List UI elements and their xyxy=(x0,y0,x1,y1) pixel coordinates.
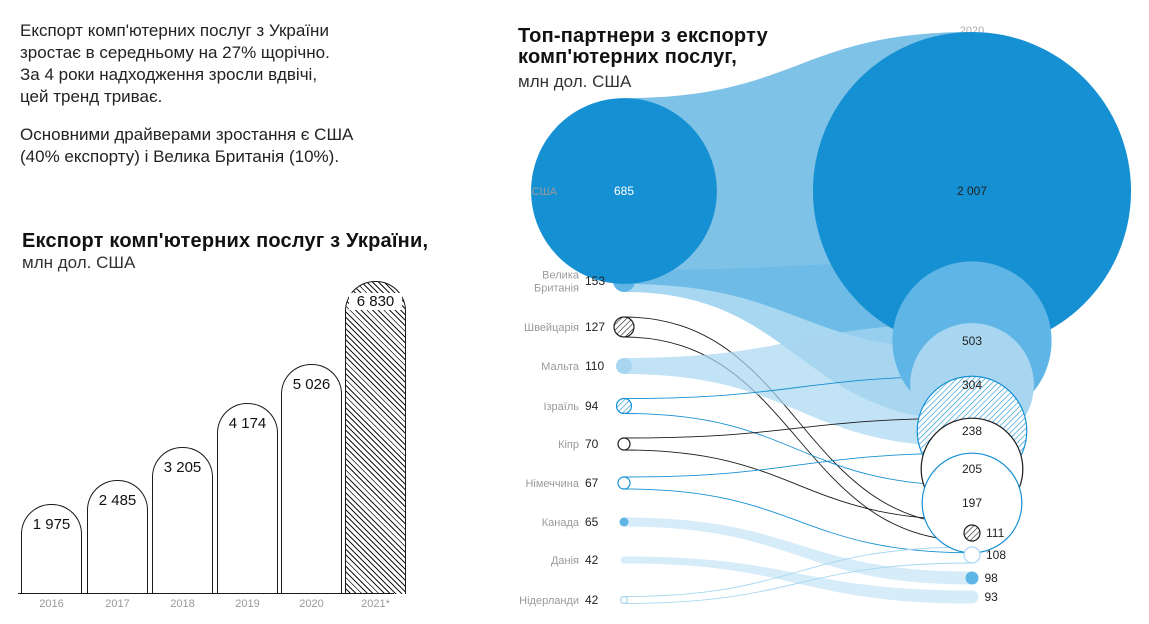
bubble-2016-0 xyxy=(531,98,717,284)
value-2020-label: 304 xyxy=(962,378,982,392)
country-label: США xyxy=(532,186,558,198)
value-2016-label: 127 xyxy=(585,320,605,334)
value-2016-label: 685 xyxy=(614,184,634,198)
value-2020-label: 111 xyxy=(986,526,1005,540)
bar-value-label: 4 174 xyxy=(228,414,267,432)
country-label: Німеччина xyxy=(525,478,579,490)
value-2020-label: 108 xyxy=(986,548,1006,562)
flow-edge-9 xyxy=(623,546,973,597)
bar-chart-title-unit: млн дол. США xyxy=(22,253,136,272)
bar-2020: 5 026 xyxy=(281,363,342,594)
bar-chart-title-bold: Експорт комп'ютерних послуг з України, xyxy=(22,230,429,252)
flow-edge-4 xyxy=(623,413,973,487)
bubble-2020-7 xyxy=(965,571,979,585)
bubble-2016-7 xyxy=(619,517,629,527)
bar-value-label: 2 485 xyxy=(98,492,137,510)
intro-paragraph-1: Експорт комп'ютерних послуг з України зр… xyxy=(20,21,330,106)
country-label: Велика Британія xyxy=(534,270,580,295)
year-label-2020: 2020 xyxy=(299,598,324,610)
value-2016-label: 42 xyxy=(585,593,599,607)
bar-2016: 1 975 xyxy=(21,503,82,594)
bubble-2020-8 xyxy=(965,590,979,604)
country-label: Швейцарія xyxy=(524,322,579,334)
value-2020-label: 197 xyxy=(962,496,982,510)
intro-paragraph-2: Основними драйверами зростання є США (40… xyxy=(20,125,354,166)
value-2016-label: 70 xyxy=(585,437,599,451)
bar-value-label: 6 830 xyxy=(349,293,402,310)
bar-2019: 4 174 xyxy=(217,402,278,594)
country-label: Данія xyxy=(551,555,579,567)
bar-2018: 3 205 xyxy=(152,447,213,594)
value-2020-label: 98 xyxy=(985,571,999,585)
bubble-2020-2 xyxy=(963,524,981,542)
flow-edge-9 xyxy=(623,562,973,604)
flow-band-3 xyxy=(624,323,972,447)
bubble-2016-8 xyxy=(620,556,628,564)
bar-value-label: 5 026 xyxy=(292,375,331,393)
flow-chart-title-unit: млн дол. США xyxy=(518,72,632,91)
bubble-2016-3 xyxy=(616,358,632,374)
flow-chart-title: Топ-партнери з експорту комп'ютерних пос… xyxy=(518,26,878,92)
value-2016-label: 65 xyxy=(585,515,599,529)
bubble-2016-9 xyxy=(619,595,629,605)
bar-baseline xyxy=(18,593,394,594)
bar-value-label: 3 205 xyxy=(163,459,202,477)
year-label-2021*: 2021* xyxy=(361,598,390,610)
flow-edge-5 xyxy=(623,417,973,439)
value-2020-label: 503 xyxy=(962,334,982,348)
year-label-2017: 2017 xyxy=(105,598,130,610)
year-label-2018: 2018 xyxy=(170,598,195,610)
bubble-2016-2 xyxy=(613,316,635,338)
value-2020-label: 205 xyxy=(962,462,982,476)
value-2016-label: 110 xyxy=(585,359,604,373)
value-2016-label: 94 xyxy=(585,399,599,413)
bubble-2016-6 xyxy=(617,476,631,490)
value-2020-label: 93 xyxy=(985,590,999,604)
bubble-2020-0 xyxy=(812,31,1132,351)
flow-edge-2 xyxy=(623,336,973,542)
year-label-2016: 2016 xyxy=(39,598,64,610)
bar-2017: 2 485 xyxy=(87,480,148,594)
flow-edge-6 xyxy=(623,452,973,478)
value-2020-label: 238 xyxy=(962,424,982,438)
country-label: Ізраїль xyxy=(543,401,579,413)
year-label-2019: 2019 xyxy=(235,598,260,610)
flow-edge-2 xyxy=(623,316,973,526)
flow-chart-title-bold: Топ-партнери з експорту комп'ютерних пос… xyxy=(518,25,768,68)
bar-chart-title: Експорт комп'ютерних послуг з України, м… xyxy=(22,231,442,273)
bubble-2020-9 xyxy=(963,546,981,564)
value-2016-label: 42 xyxy=(585,553,599,567)
country-label: Нідерланди xyxy=(519,595,579,607)
bubble-2016-4 xyxy=(615,397,633,415)
intro-text: Експорт комп'ютерних послуг з України зр… xyxy=(20,20,440,184)
flow-edge-5 xyxy=(623,449,973,521)
flow-band-8 xyxy=(624,556,972,604)
value-2020-label: 2 007 xyxy=(957,184,987,198)
value-2016-label: 67 xyxy=(585,476,599,490)
value-2016-label: 153 xyxy=(585,274,605,288)
country-label: Кіпр xyxy=(558,439,579,451)
country-label: Мальта xyxy=(541,361,580,373)
bar-value-label: 1 975 xyxy=(32,515,71,533)
country-label: Канада xyxy=(542,517,580,529)
bar-2021*: 6 830 xyxy=(345,281,406,594)
bubble-2016-5 xyxy=(617,437,631,451)
